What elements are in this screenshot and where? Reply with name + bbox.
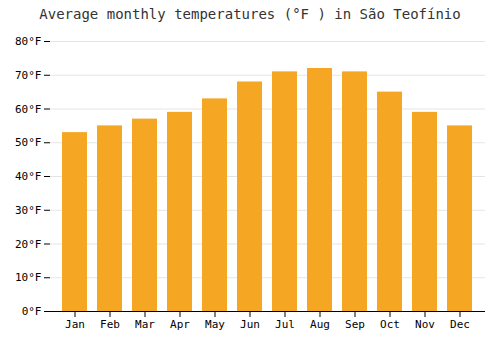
svg-text:Jan: Jan (65, 318, 85, 331)
svg-text:50°F: 50°F (15, 136, 42, 149)
svg-text:80°F: 80°F (15, 35, 42, 48)
svg-text:40°F: 40°F (15, 170, 42, 183)
svg-text:Aug: Aug (310, 318, 330, 331)
svg-text:Feb: Feb (100, 318, 120, 331)
svg-text:60°F: 60°F (15, 103, 42, 116)
svg-text:30°F: 30°F (15, 204, 42, 217)
svg-text:Apr: Apr (170, 318, 190, 331)
svg-text:Mar: Mar (135, 318, 155, 331)
svg-text:20°F: 20°F (15, 238, 42, 251)
svg-text:May: May (205, 318, 225, 331)
svg-text:70°F: 70°F (15, 69, 42, 82)
svg-text:0°F: 0°F (22, 305, 42, 318)
svg-text:Jun: Jun (240, 318, 260, 331)
html-text:Average monthly temperatures (: Average monthly temperatures (°F ) in Sã… (39, 6, 461, 22)
svg-text:Nov: Nov (415, 318, 435, 331)
svg-text:Sep: Sep (345, 318, 365, 331)
svg-text:10°F: 10°F (15, 271, 42, 284)
svg-text:Oct: Oct (380, 318, 400, 331)
svg-text:Dec: Dec (450, 318, 470, 331)
svg-text:Jul: Jul (275, 318, 295, 331)
